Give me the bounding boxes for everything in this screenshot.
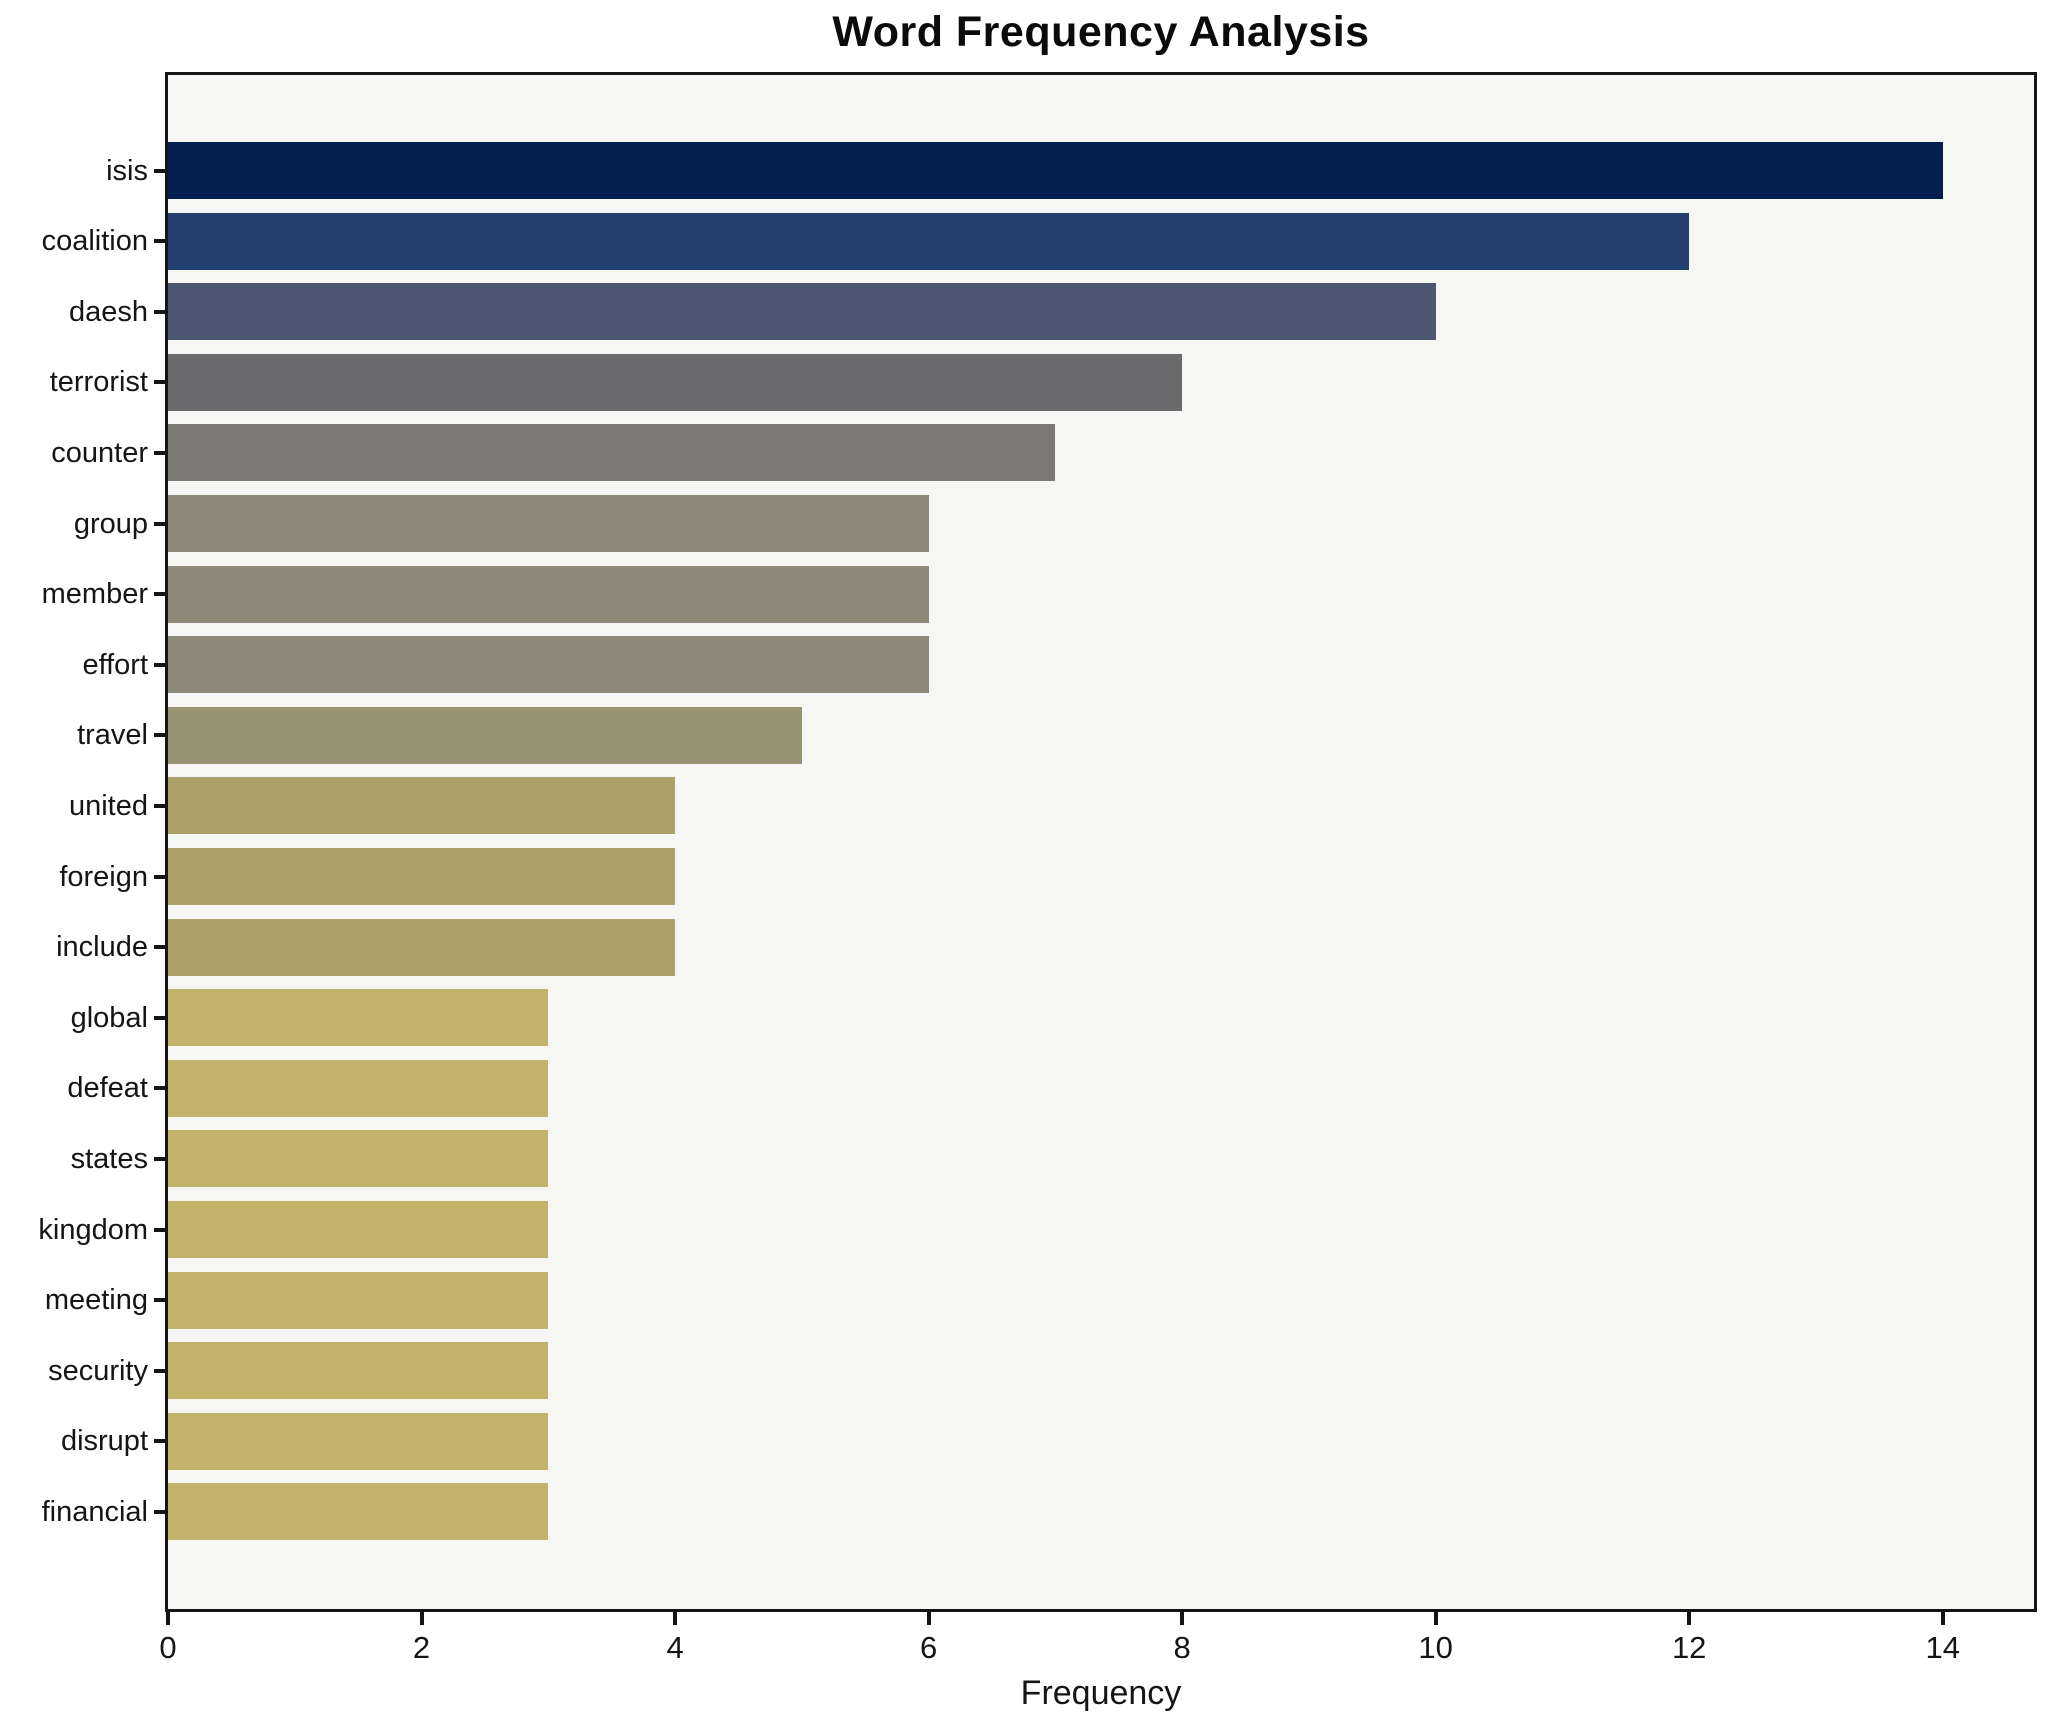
- y-axis-label-include: include: [56, 931, 148, 964]
- bar-meeting: [168, 1271, 549, 1329]
- y-tick-mark: [154, 168, 165, 173]
- x-tick-mark: [419, 1612, 424, 1625]
- y-axis-label-coalition: coalition: [41, 225, 148, 258]
- x-tick-mark: [1940, 1612, 1945, 1625]
- x-tick-mark: [1687, 1612, 1692, 1625]
- y-tick-mark: [154, 1509, 165, 1514]
- bar-daesh: [168, 283, 1436, 341]
- x-tick-label-10: 10: [1418, 1630, 1453, 1665]
- y-tick-mark: [154, 592, 165, 597]
- x-tick-label-0: 0: [159, 1630, 177, 1665]
- y-axis-label-meeting: meeting: [44, 1284, 148, 1317]
- bar-group: [168, 495, 929, 552]
- y-tick-mark: [154, 1227, 165, 1232]
- y-axis-label-foreign: foreign: [59, 860, 148, 893]
- bar-security: [168, 1342, 549, 1400]
- y-axis-label-united: united: [68, 789, 148, 822]
- bar-financial: [168, 1483, 549, 1541]
- y-axis-label-effort: effort: [82, 648, 148, 681]
- y-tick-mark: [154, 1439, 165, 1444]
- y-axis-label-defeat: defeat: [67, 1072, 148, 1105]
- plot-area: [165, 72, 2037, 1612]
- y-axis-label-daesh: daesh: [68, 295, 148, 328]
- y-axis-label-counter: counter: [51, 436, 148, 469]
- y-axis-label-travel: travel: [77, 719, 148, 752]
- y-axis-label-terrorist: terrorist: [49, 366, 148, 399]
- x-tick-mark: [166, 1612, 170, 1625]
- bar-include: [168, 918, 676, 976]
- y-axis-label-kingdom: kingdom: [38, 1213, 148, 1246]
- bar-disrupt: [168, 1412, 549, 1470]
- y-tick-mark: [154, 1015, 165, 1020]
- y-axis-label-security: security: [48, 1354, 148, 1387]
- y-tick-mark: [154, 1368, 165, 1373]
- bar-defeat: [168, 1059, 549, 1117]
- bar-coalition: [168, 212, 1690, 270]
- bar-terrorist: [168, 353, 1183, 411]
- y-tick-mark: [154, 874, 165, 879]
- y-tick-mark: [154, 239, 165, 244]
- y-tick-mark: [154, 521, 165, 526]
- bar-member: [168, 565, 929, 623]
- x-tick-label-2: 2: [412, 1630, 431, 1665]
- x-tick-label-6: 6: [919, 1630, 938, 1665]
- y-tick-mark: [154, 662, 165, 667]
- y-tick-mark: [154, 803, 165, 808]
- chart-title: Word Frequency Analysis: [832, 8, 1370, 56]
- y-tick-mark: [154, 1298, 165, 1303]
- y-tick-mark: [154, 733, 165, 738]
- x-tick-mark: [1180, 1612, 1185, 1625]
- y-tick-mark: [154, 1086, 165, 1091]
- y-axis-label-isis: isis: [106, 154, 148, 187]
- y-tick-mark: [154, 945, 165, 950]
- bar-isis: [168, 142, 1943, 199]
- x-tick-mark: [926, 1612, 931, 1625]
- bar-effort: [168, 636, 929, 694]
- bar-foreign: [168, 848, 676, 905]
- x-tick-label-14: 14: [1925, 1630, 1960, 1665]
- y-tick-mark: [154, 309, 165, 314]
- y-axis-label-member: member: [41, 578, 148, 611]
- y-axis-label-disrupt: disrupt: [60, 1425, 148, 1458]
- bar-united: [168, 777, 676, 835]
- y-axis-label-financial: financial: [41, 1495, 148, 1528]
- y-axis-label-global: global: [70, 1001, 148, 1034]
- x-axis-title: Frequency: [1020, 1674, 1182, 1712]
- x-tick-label-12: 12: [1671, 1630, 1707, 1665]
- y-tick-mark: [154, 1156, 165, 1161]
- x-tick-mark: [673, 1612, 678, 1625]
- x-tick-mark: [1433, 1612, 1438, 1625]
- y-tick-mark: [154, 380, 165, 385]
- bar-states: [168, 1130, 549, 1188]
- y-axis-label-states: states: [70, 1142, 148, 1175]
- bar-global: [168, 989, 549, 1047]
- bar-counter: [168, 424, 1056, 482]
- x-tick-label-8: 8: [1173, 1630, 1191, 1665]
- x-tick-label-4: 4: [666, 1630, 684, 1665]
- y-tick-mark: [154, 450, 165, 455]
- bar-kingdom: [168, 1201, 549, 1258]
- bar-travel: [168, 706, 802, 764]
- y-axis-label-group: group: [73, 507, 148, 540]
